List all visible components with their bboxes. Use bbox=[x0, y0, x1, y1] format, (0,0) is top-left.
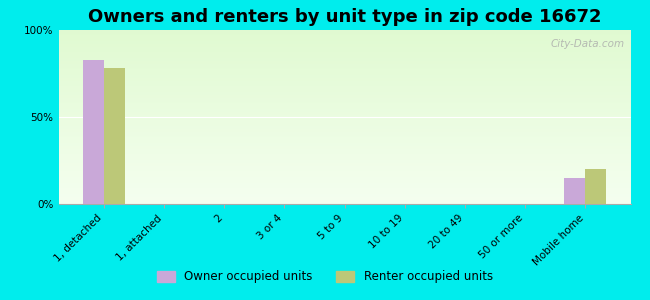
Title: Owners and renters by unit type in zip code 16672: Owners and renters by unit type in zip c… bbox=[88, 8, 601, 26]
Bar bbox=[83, 60, 103, 204]
Legend: Owner occupied units, Renter occupied units: Owner occupied units, Renter occupied un… bbox=[153, 266, 497, 288]
Text: City-Data.com: City-Data.com bbox=[551, 39, 625, 49]
Bar bbox=[103, 68, 125, 204]
Bar bbox=[564, 178, 586, 204]
Bar bbox=[586, 169, 606, 204]
